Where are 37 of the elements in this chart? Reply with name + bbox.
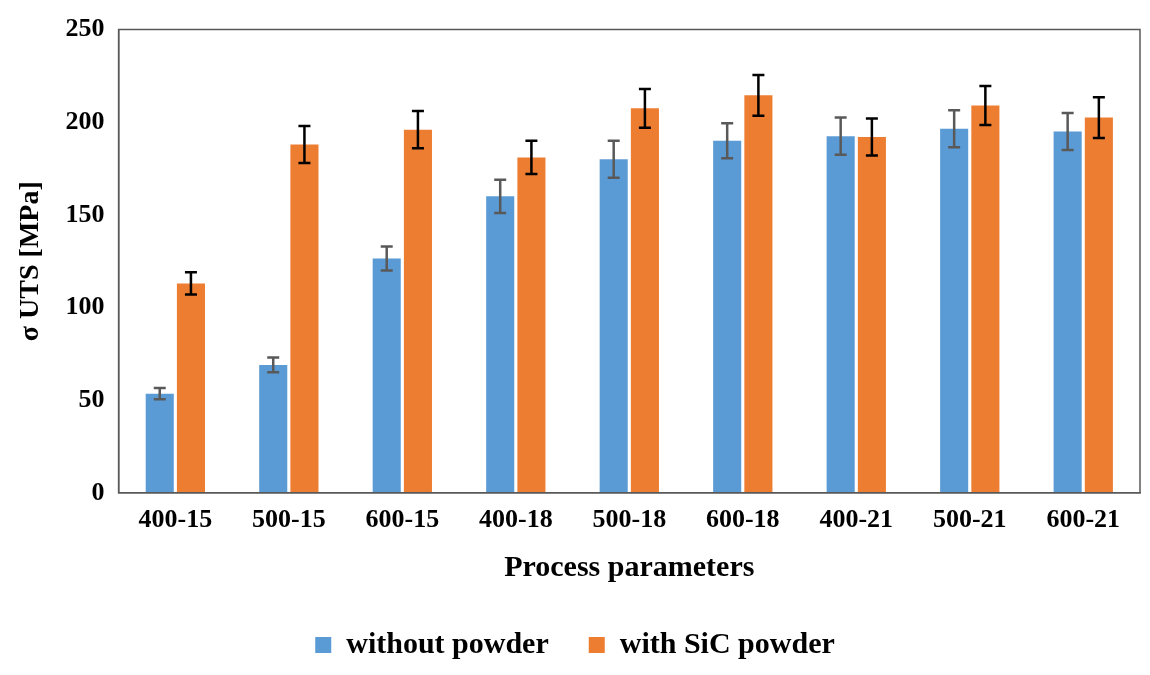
bar: [517, 157, 546, 493]
bar: [713, 140, 742, 493]
x-tick-label: 400-21: [819, 504, 894, 534]
bar: [176, 283, 205, 493]
y-tick-label: 100: [65, 291, 105, 321]
bar: [259, 364, 288, 493]
bar: [971, 105, 1000, 493]
bar: [1084, 117, 1113, 493]
bar: [403, 129, 432, 493]
x-tick-label: 600-21: [1046, 504, 1121, 534]
bar: [744, 95, 773, 493]
bar: [857, 137, 886, 493]
bar: [940, 128, 969, 493]
x-tick-label: 600-18: [705, 504, 780, 534]
x-tick-label: 400-15: [138, 504, 213, 534]
bar: [826, 136, 855, 493]
x-tick-label: 600-15: [365, 504, 440, 534]
x-tick-label: 500-15: [252, 504, 326, 534]
x-axis-title: Process parameters: [504, 548, 755, 582]
bar: [486, 196, 515, 493]
y-tick-label: 200: [65, 105, 105, 135]
bar: [630, 108, 659, 493]
y-tick-label: 50: [78, 383, 105, 413]
y-tick-label: 0: [91, 476, 105, 506]
bar: [372, 258, 401, 493]
y-tick-label: 150: [65, 198, 105, 228]
legend-label: with SiC powder: [619, 625, 835, 659]
bar: [145, 393, 174, 493]
x-tick-label: 400-18: [478, 504, 553, 534]
x-tick-label: 500-21: [932, 504, 1007, 534]
bar: [1053, 131, 1082, 493]
x-tick-label: 500-18: [592, 504, 667, 534]
bar: [599, 159, 628, 493]
legend-label: without powder: [346, 625, 549, 659]
y-axis-title: σ UTS [MPa]: [13, 181, 45, 342]
y-tick-label: 250: [65, 13, 105, 43]
bar: [290, 144, 319, 493]
